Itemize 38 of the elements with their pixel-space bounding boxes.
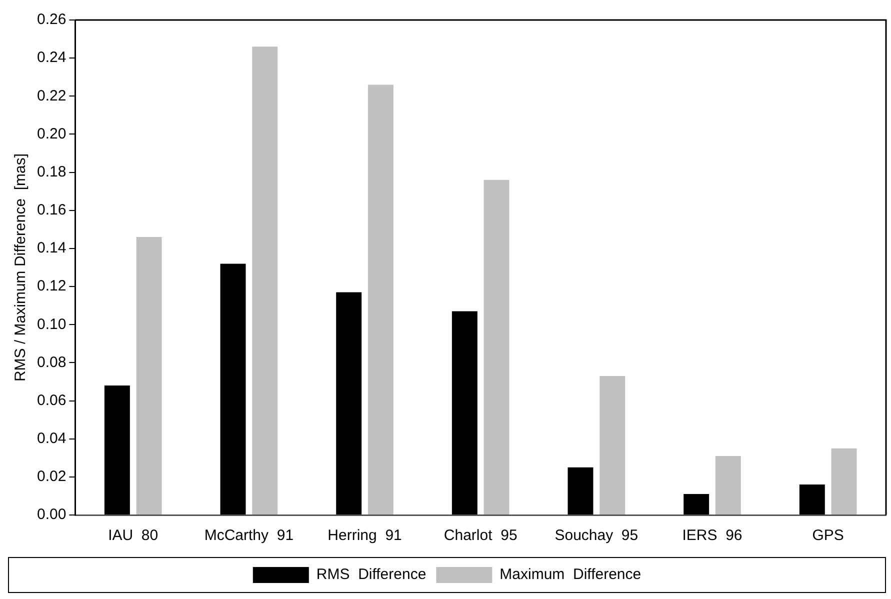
bar	[568, 467, 594, 514]
y-tick-label: 0.08	[36, 354, 66, 371]
y-tick-label: 0.24	[36, 49, 66, 66]
bar	[831, 448, 857, 514]
legend-label: RMS Difference	[316, 566, 426, 584]
bar	[368, 84, 394, 514]
x-tick-label: IAU 80	[108, 527, 158, 544]
bar	[336, 292, 362, 514]
bar	[715, 456, 741, 514]
bar	[452, 311, 478, 514]
bar	[799, 484, 825, 514]
x-tick-label: GPS	[812, 527, 844, 544]
y-tick-label: 0.10	[36, 316, 66, 333]
bar	[136, 237, 162, 514]
legend-label: Maximum Difference	[500, 566, 642, 584]
y-tick-label: 0.02	[36, 468, 66, 486]
y-tick-label: 0.00	[36, 506, 66, 524]
x-tick-label: McCarthy 91	[204, 527, 294, 544]
bar	[104, 386, 130, 514]
bar	[220, 264, 246, 514]
y-tick-label: 0.14	[36, 240, 66, 257]
y-tick-label: 0.12	[36, 278, 66, 295]
y-tick-label: 0.20	[36, 125, 66, 142]
y-tick-label: 0.06	[36, 392, 66, 409]
bar	[600, 376, 626, 514]
y-tick-label: 0.18	[36, 163, 66, 180]
x-tick-label: Herring 91	[328, 527, 402, 544]
y-axis-title: RMS / Maximum Difference [mas]	[12, 153, 30, 382]
bar	[484, 180, 510, 514]
bar	[252, 46, 278, 514]
x-tick-label: Souchay 95	[554, 527, 638, 544]
y-tick-label: 0.04	[36, 430, 66, 447]
y-tick-label: 0.26	[36, 11, 66, 28]
y-tick-label: 0.22	[36, 87, 66, 104]
x-tick-label: Charlot 95	[444, 527, 518, 544]
y-tick-label: 0.16	[36, 202, 66, 219]
bar	[684, 494, 710, 514]
x-tick-label: IERS 96	[682, 527, 742, 544]
